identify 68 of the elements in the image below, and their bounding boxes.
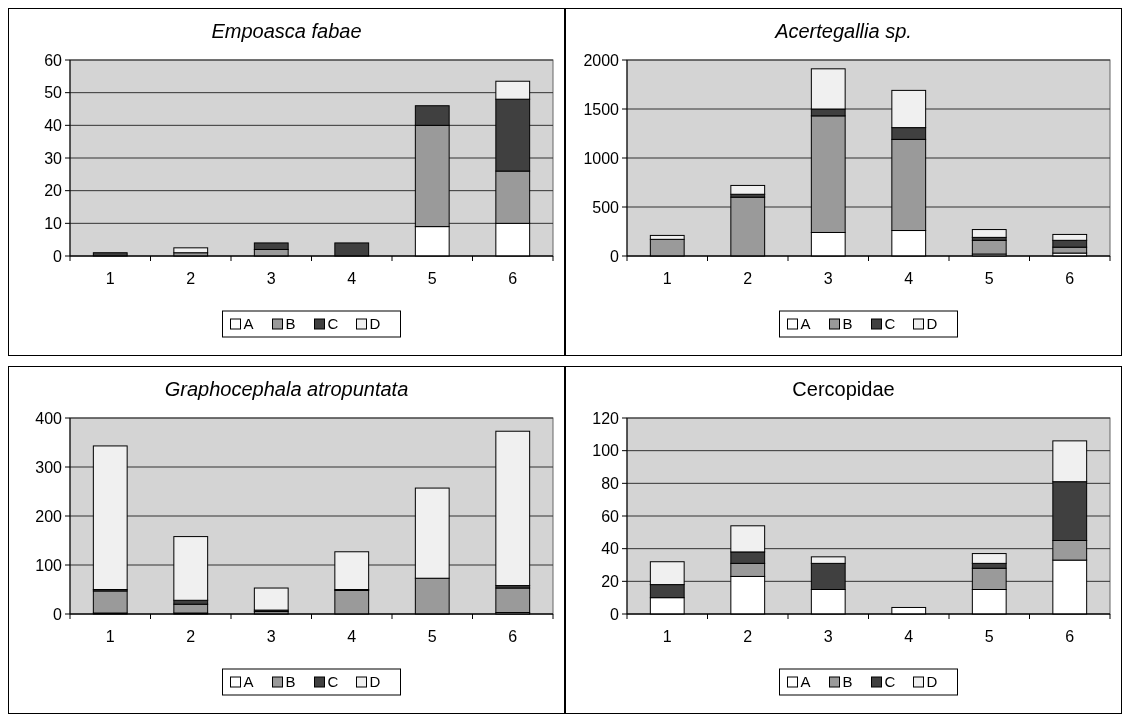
y-tick-label: 200 — [35, 507, 63, 525]
y-tick-label: 40 — [44, 116, 63, 134]
x-tick-label: 5 — [427, 270, 437, 287]
legend-label: B — [285, 315, 296, 333]
y-tick-label: 10 — [44, 214, 63, 232]
x-tick-label: 4 — [347, 628, 357, 645]
y-tick-label: 0 — [610, 247, 620, 265]
x-tick-label: 3 — [823, 270, 833, 287]
y-tick-label: 30 — [44, 149, 63, 167]
x-tick-label: 6 — [508, 628, 518, 645]
legend-label: A — [800, 673, 811, 691]
y-tick-label: 20 — [44, 182, 63, 200]
y-tick-label: 20 — [601, 572, 620, 590]
x-tick-label: 5 — [427, 628, 437, 645]
x-tick-label: 3 — [266, 628, 276, 645]
legend-label: C — [327, 673, 339, 691]
x-tick-label: 4 — [904, 628, 914, 645]
x-tick-label: 3 — [266, 270, 276, 287]
y-tick-label: 500 — [592, 198, 620, 216]
x-tick-label: 4 — [904, 270, 914, 287]
legend-label: A — [800, 315, 811, 333]
chart-title: Empoasca fabae — [211, 20, 362, 42]
x-tick-label: 2 — [186, 270, 196, 287]
x-tick-label: 3 — [823, 628, 833, 645]
y-tick-label: 1500 — [583, 100, 620, 118]
x-tick-label: 2 — [743, 628, 753, 645]
legend-label: C — [884, 315, 896, 333]
legend-label: D — [926, 673, 938, 691]
chart-title: Cercopidae — [792, 378, 895, 400]
x-tick-label: 2 — [186, 628, 196, 645]
legend-label: A — [243, 315, 254, 333]
y-tick-label: 40 — [601, 540, 620, 558]
y-tick-label: 2000 — [583, 51, 620, 69]
y-tick-label: 80 — [601, 474, 620, 492]
legend-label: D — [926, 315, 938, 333]
y-tick-label: 400 — [35, 409, 63, 427]
x-tick-label: 5 — [984, 628, 994, 645]
x-tick-label: 6 — [1065, 270, 1075, 287]
legend-label: D — [369, 315, 381, 333]
x-tick-label: 1 — [662, 270, 672, 287]
legend-label: A — [243, 673, 254, 691]
legend-label: D — [369, 673, 381, 691]
y-tick-label: 1000 — [583, 149, 620, 167]
legend-label: C — [327, 315, 339, 333]
y-tick-label: 300 — [35, 458, 63, 476]
y-tick-label: 0 — [53, 247, 63, 265]
chart-title: Acertegallia sp. — [774, 20, 912, 42]
chart-title: Graphocephala atropuntata — [164, 378, 409, 400]
y-tick-label: 60 — [601, 507, 620, 525]
x-tick-label: 2 — [743, 270, 753, 287]
y-tick-label: 0 — [53, 605, 63, 623]
y-tick-label: 60 — [44, 51, 63, 69]
y-tick-label: 0 — [610, 605, 620, 623]
x-tick-label: 1 — [662, 628, 672, 645]
y-tick-label: 100 — [35, 556, 63, 574]
y-tick-label: 100 — [592, 442, 620, 460]
y-tick-label: 50 — [44, 84, 63, 102]
legend-label: B — [842, 315, 853, 333]
x-tick-label: 4 — [347, 270, 357, 287]
y-tick-label: 120 — [592, 409, 620, 427]
x-tick-label: 1 — [105, 270, 115, 287]
legend-label: C — [884, 673, 896, 691]
legend-label: B — [842, 673, 853, 691]
x-tick-label: 6 — [508, 270, 518, 287]
x-tick-label: 5 — [984, 270, 994, 287]
x-tick-label: 1 — [105, 628, 115, 645]
legend-label: B — [285, 673, 296, 691]
x-tick-label: 6 — [1065, 628, 1075, 645]
